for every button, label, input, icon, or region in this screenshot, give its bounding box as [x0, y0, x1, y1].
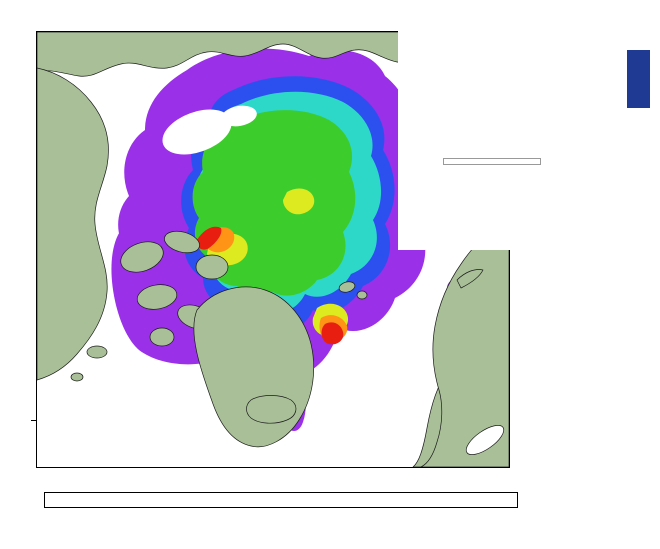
ice-coastal-patch	[384, 259, 402, 269]
sea-ice-pack	[111, 48, 471, 431]
land-iceland	[246, 395, 297, 424]
arctic-archipelago-island	[120, 241, 164, 273]
land-masses	[37, 32, 509, 467]
land-russia	[420, 216, 509, 467]
open-water-polynya	[162, 109, 232, 155]
volume-chart-canvas	[398, 30, 660, 250]
open-water-polynya	[221, 105, 257, 127]
dmi-logo	[627, 50, 650, 108]
volume-inset-chart	[398, 30, 660, 250]
baltic-sea	[465, 425, 505, 455]
land-svalbard	[338, 281, 356, 293]
ice-3.5m-yellow	[283, 188, 315, 215]
chart-legend	[443, 158, 541, 165]
ice-thickness-map	[36, 31, 510, 468]
ice-coastal-patch	[407, 249, 419, 255]
land-north-america	[37, 67, 109, 381]
island	[86, 345, 108, 359]
arctic-archipelago-island	[164, 230, 200, 254]
inset-y-axis-label	[399, 70, 411, 210]
arctic-archipelago-island	[136, 284, 178, 310]
map-canvas	[37, 32, 509, 467]
land-svalbard	[356, 290, 368, 300]
lat-tick-50n	[31, 420, 36, 421]
land-novaya-zemlya	[456, 269, 484, 289]
arctic-archipelago-island	[149, 327, 175, 347]
ice-4.5m-red	[321, 322, 344, 345]
island	[70, 372, 84, 382]
ice-4.5m-red	[196, 226, 222, 250]
arctic-archipelago-island	[195, 254, 229, 280]
thickness-colorbar	[44, 492, 518, 508]
